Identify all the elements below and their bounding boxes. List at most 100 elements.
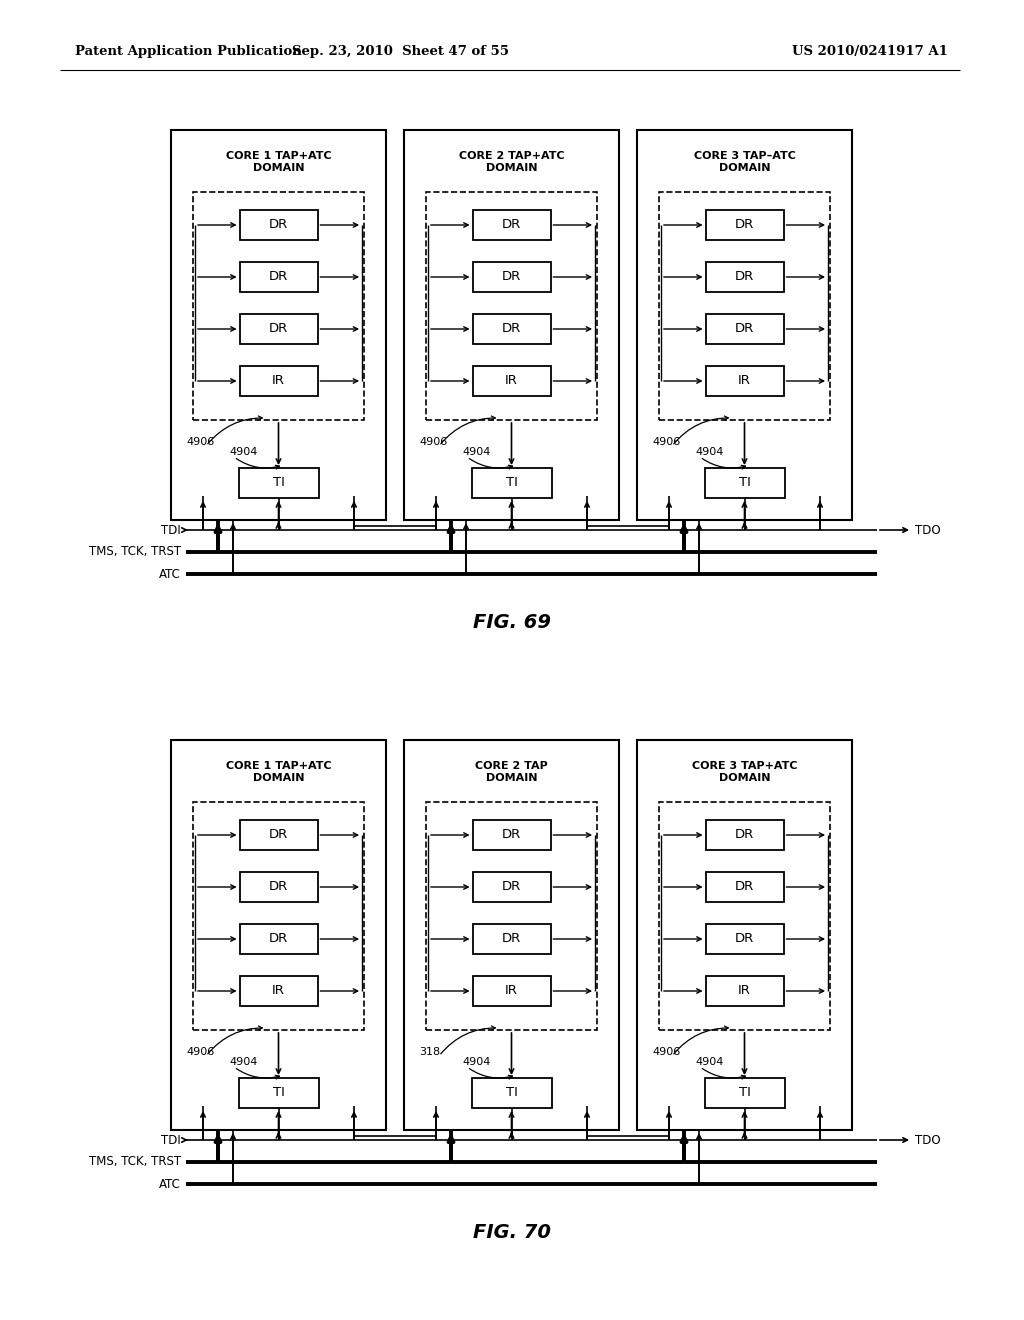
- Bar: [472, 975, 551, 1006]
- Bar: [637, 129, 852, 520]
- Text: 4906: 4906: [419, 437, 447, 447]
- Text: TI: TI: [272, 1086, 285, 1100]
- Text: CORE 2 TAP
DOMAIN: CORE 2 TAP DOMAIN: [475, 762, 548, 783]
- Text: DR: DR: [269, 322, 288, 335]
- Bar: [472, 261, 551, 292]
- Text: ATC: ATC: [159, 1177, 181, 1191]
- Text: CORE 3 TAP+ATC
DOMAIN: CORE 3 TAP+ATC DOMAIN: [692, 762, 798, 783]
- Bar: [706, 820, 783, 850]
- Bar: [171, 129, 386, 520]
- Text: TMS, TCK, TRST: TMS, TCK, TRST: [89, 545, 181, 558]
- Text: Sep. 23, 2010  Sheet 47 of 55: Sep. 23, 2010 Sheet 47 of 55: [292, 45, 509, 58]
- Text: TI: TI: [738, 477, 751, 490]
- Bar: [239, 469, 318, 498]
- Text: IR: IR: [505, 375, 518, 388]
- Text: IR: IR: [738, 375, 751, 388]
- Text: TI: TI: [506, 477, 517, 490]
- Bar: [404, 741, 618, 1130]
- Text: TDI: TDI: [161, 1134, 181, 1147]
- Text: 4906: 4906: [186, 1047, 214, 1057]
- Text: DR: DR: [735, 829, 754, 842]
- Bar: [659, 803, 830, 1030]
- Text: 4904: 4904: [462, 447, 490, 457]
- Bar: [706, 210, 783, 240]
- Text: DR: DR: [502, 271, 521, 284]
- Text: DR: DR: [502, 932, 521, 945]
- Bar: [240, 261, 317, 292]
- Text: CORE 2 TAP+ATC
DOMAIN: CORE 2 TAP+ATC DOMAIN: [459, 152, 564, 173]
- Text: 4904: 4904: [229, 447, 257, 457]
- Bar: [193, 191, 364, 420]
- Text: CORE 1 TAP+ATC
DOMAIN: CORE 1 TAP+ATC DOMAIN: [225, 762, 332, 783]
- Text: DR: DR: [269, 829, 288, 842]
- Text: TI: TI: [272, 477, 285, 490]
- Text: TI: TI: [506, 1086, 517, 1100]
- Text: TDO: TDO: [915, 1134, 941, 1147]
- Text: CORE 3 TAP–ATC
DOMAIN: CORE 3 TAP–ATC DOMAIN: [693, 152, 796, 173]
- Bar: [472, 820, 551, 850]
- Text: DR: DR: [269, 271, 288, 284]
- Bar: [193, 803, 364, 1030]
- Text: IR: IR: [272, 985, 285, 998]
- Bar: [472, 924, 551, 954]
- Text: 4904: 4904: [695, 447, 723, 457]
- Text: FIG. 70: FIG. 70: [473, 1222, 551, 1242]
- Text: DR: DR: [735, 322, 754, 335]
- Bar: [471, 1078, 552, 1107]
- Text: DR: DR: [502, 322, 521, 335]
- Text: IR: IR: [272, 375, 285, 388]
- Text: CORE 1 TAP+ATC
DOMAIN: CORE 1 TAP+ATC DOMAIN: [225, 152, 332, 173]
- Text: ATC: ATC: [159, 568, 181, 581]
- Bar: [240, 975, 317, 1006]
- Text: DR: DR: [502, 829, 521, 842]
- Bar: [471, 469, 552, 498]
- Bar: [706, 261, 783, 292]
- Text: TI: TI: [738, 1086, 751, 1100]
- Bar: [240, 873, 317, 902]
- Bar: [472, 210, 551, 240]
- Text: DR: DR: [735, 219, 754, 231]
- Text: DR: DR: [269, 880, 288, 894]
- Text: US 2010/0241917 A1: US 2010/0241917 A1: [792, 45, 948, 58]
- Bar: [706, 314, 783, 345]
- Bar: [472, 873, 551, 902]
- Text: DR: DR: [735, 271, 754, 284]
- Text: DR: DR: [502, 219, 521, 231]
- Bar: [240, 924, 317, 954]
- Bar: [472, 314, 551, 345]
- Text: 4904: 4904: [229, 1057, 257, 1067]
- Bar: [240, 366, 317, 396]
- Bar: [706, 366, 783, 396]
- Bar: [706, 975, 783, 1006]
- Bar: [705, 1078, 784, 1107]
- Text: TMS, TCK, TRST: TMS, TCK, TRST: [89, 1155, 181, 1168]
- Bar: [637, 741, 852, 1130]
- Bar: [239, 1078, 318, 1107]
- Text: 4904: 4904: [462, 1057, 490, 1067]
- Bar: [171, 741, 386, 1130]
- Bar: [426, 191, 597, 420]
- Bar: [472, 366, 551, 396]
- Text: TDO: TDO: [915, 524, 941, 536]
- Text: 318: 318: [419, 1047, 440, 1057]
- Bar: [240, 210, 317, 240]
- Bar: [240, 314, 317, 345]
- Text: DR: DR: [269, 932, 288, 945]
- Bar: [705, 469, 784, 498]
- Text: FIG. 69: FIG. 69: [473, 612, 551, 631]
- Text: DR: DR: [735, 880, 754, 894]
- Bar: [240, 820, 317, 850]
- Text: DR: DR: [269, 219, 288, 231]
- Text: Patent Application Publication: Patent Application Publication: [75, 45, 302, 58]
- Text: DR: DR: [502, 880, 521, 894]
- Text: 4906: 4906: [186, 437, 214, 447]
- Text: DR: DR: [735, 932, 754, 945]
- Text: IR: IR: [505, 985, 518, 998]
- Text: TDI: TDI: [161, 524, 181, 536]
- Bar: [404, 129, 618, 520]
- Text: 4906: 4906: [652, 1047, 680, 1057]
- Bar: [426, 803, 597, 1030]
- Text: 4906: 4906: [652, 437, 680, 447]
- Bar: [706, 924, 783, 954]
- Text: IR: IR: [738, 985, 751, 998]
